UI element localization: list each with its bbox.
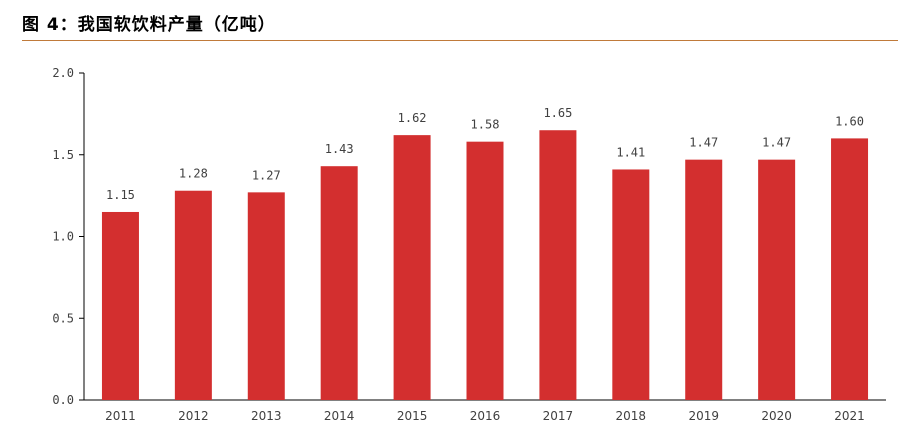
figure-title: 图 4：我国软饮料产量（亿吨） bbox=[22, 10, 276, 35]
data-label-2015: 1.62 bbox=[398, 111, 427, 125]
figure-title-text: 我国软饮料产量（亿吨） bbox=[77, 15, 276, 35]
bar-2016 bbox=[466, 141, 504, 401]
bar-2020 bbox=[758, 159, 796, 400]
x-tick-label: 2013 bbox=[251, 409, 282, 423]
x-tick-label: 2017 bbox=[543, 409, 574, 423]
x-tick-label: 2018 bbox=[616, 409, 647, 423]
x-axis: 2011 2012 2013 2014 2015 2016 2017 2018 2019 2020… bbox=[84, 399, 886, 423]
bar-2019 bbox=[685, 159, 723, 400]
y-tick-label: 0.5 bbox=[52, 311, 74, 325]
x-tick-label: 2014 bbox=[324, 409, 355, 423]
data-label-2017: 1.65 bbox=[543, 106, 572, 120]
y-axis: 0.0 0.5 1.0 1.5 2.0 bbox=[52, 66, 85, 407]
x-tick-label: 2019 bbox=[688, 409, 719, 423]
data-label-2014: 1.43 bbox=[325, 142, 354, 156]
bar-2014 bbox=[320, 166, 358, 400]
bar-2012 bbox=[174, 190, 212, 400]
data-label-2020: 1.47 bbox=[762, 136, 791, 150]
data-label-2018: 1.41 bbox=[616, 145, 645, 159]
y-tick-label: 1.0 bbox=[52, 230, 74, 244]
data-label-2012: 1.28 bbox=[179, 167, 208, 181]
bar-2013 bbox=[247, 192, 285, 400]
y-tick-label: 1.5 bbox=[52, 148, 74, 162]
y-tick-label: 2.0 bbox=[52, 66, 74, 80]
data-label-2016: 1.58 bbox=[471, 118, 500, 132]
bar-2021 bbox=[831, 138, 869, 400]
x-tick-label: 2020 bbox=[761, 409, 792, 423]
bar-2017 bbox=[539, 130, 577, 400]
bar-2011 bbox=[101, 211, 139, 400]
x-tick-label: 2012 bbox=[178, 409, 209, 423]
x-tick-label: 2016 bbox=[470, 409, 501, 423]
data-labels: 1.15 1.28 1.27 1.43 1.62 1.58 1.65 1.41 1.47 1.47… bbox=[106, 106, 864, 202]
title-divider bbox=[22, 40, 898, 41]
bar-2015 bbox=[393, 135, 431, 400]
x-tick-label: 2015 bbox=[397, 409, 428, 423]
figure-label: 图 4： bbox=[22, 15, 78, 35]
data-label-2019: 1.47 bbox=[689, 136, 718, 150]
data-label-2013: 1.27 bbox=[252, 168, 281, 182]
bar-2018 bbox=[612, 169, 650, 400]
data-label-2011: 1.15 bbox=[106, 188, 135, 202]
x-tick-label: 2011 bbox=[105, 409, 136, 423]
data-label-2021: 1.60 bbox=[835, 114, 864, 128]
bars bbox=[101, 130, 869, 401]
x-tick-label: 2021 bbox=[834, 409, 865, 423]
y-tick-label: 0.0 bbox=[52, 393, 74, 407]
